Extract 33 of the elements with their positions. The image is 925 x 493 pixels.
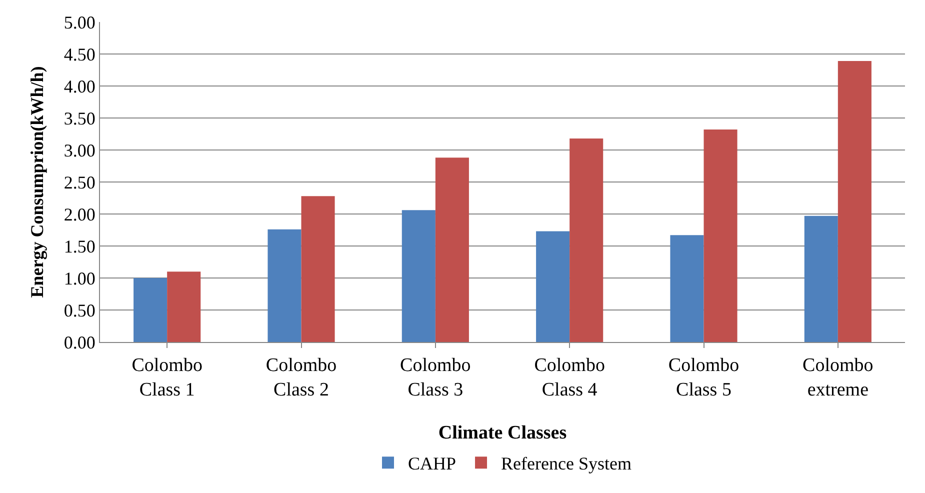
y-tick-label: 1.00: [64, 268, 96, 288]
y-tick-label: 4.50: [64, 44, 96, 64]
y-tick-label: 4.00: [64, 76, 96, 96]
bar: [402, 210, 436, 342]
x-tick-label: Colombo Class 5: [668, 354, 740, 400]
bar: [838, 61, 872, 342]
y-tick-label: 5.00: [64, 12, 96, 32]
y-tick-label: 0.50: [64, 300, 96, 320]
y-tick-label: 2.50: [64, 172, 96, 192]
x-tick-label: Colombo Class 1: [132, 354, 202, 400]
bar: [804, 216, 838, 342]
y-axis-title: Energy Consumprion(kWh/h): [27, 66, 48, 298]
x-tick-label: Colombo Class 2: [266, 354, 337, 400]
bar: [167, 272, 201, 342]
legend-label: Reference System: [501, 454, 632, 474]
bar: [301, 196, 335, 342]
bar: [570, 138, 604, 342]
bar: [670, 235, 704, 342]
x-tick-label: Colombo extreme: [802, 354, 874, 400]
y-tick-label: 3.00: [64, 140, 96, 160]
x-tick-label: Colombo Class 4: [534, 354, 605, 400]
y-tick-label: 0.00: [64, 332, 96, 352]
bar: [268, 229, 302, 342]
y-tick-label: 1.50: [64, 236, 96, 256]
bar: [536, 231, 570, 342]
y-tick-label: 3.50: [64, 108, 96, 128]
legend-label: CAHP: [408, 454, 456, 474]
bar: [704, 130, 738, 342]
x-tick-label: Colombo Class 3: [400, 354, 471, 400]
bar: [435, 158, 469, 342]
y-tick-label: 2.00: [64, 204, 96, 224]
bar: [134, 278, 168, 342]
x-axis-title: Climate Classes: [438, 422, 567, 444]
